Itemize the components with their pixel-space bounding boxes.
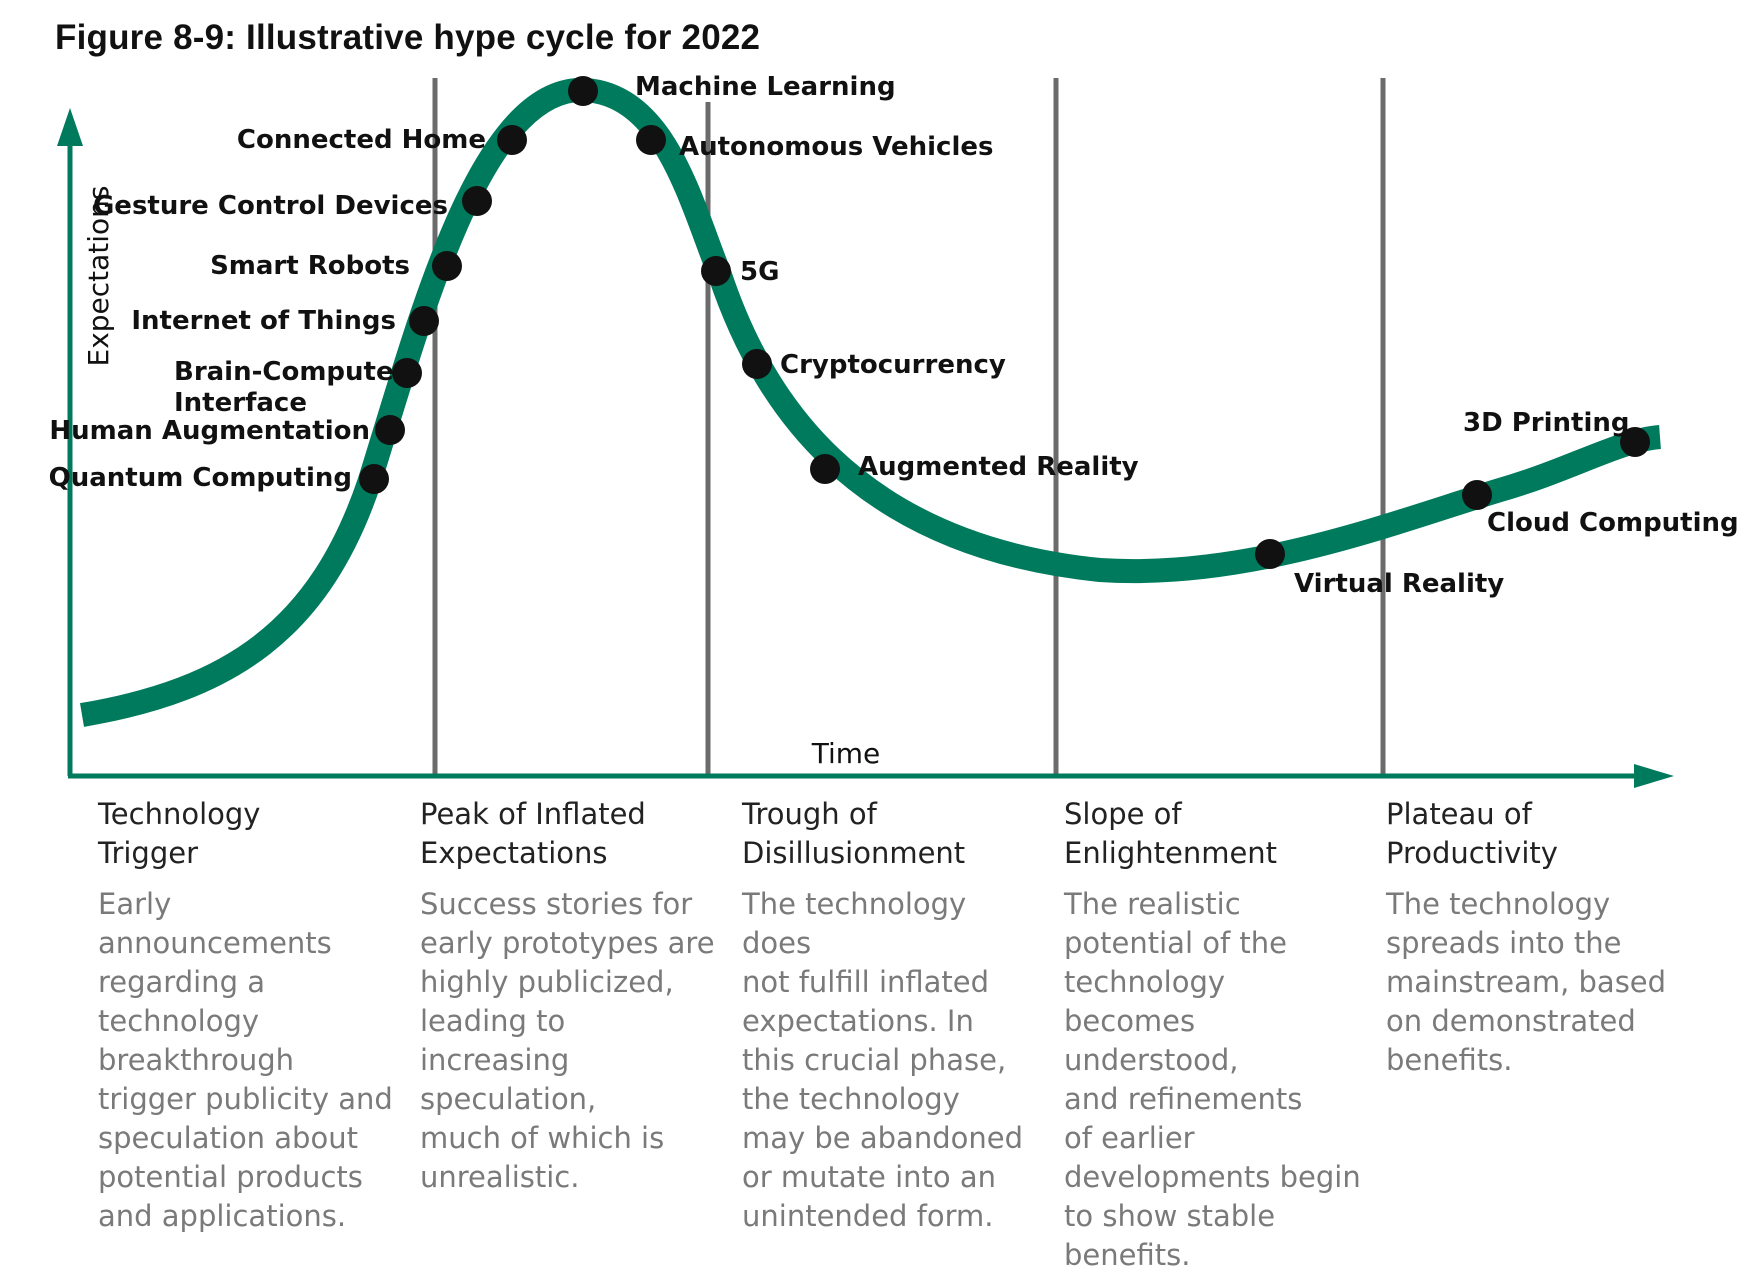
phase-description: Early announcements regarding a technolo…: [98, 887, 393, 1233]
figure-title: Figure 8-9: Illustrative hype cycle for …: [55, 18, 761, 57]
axes: [57, 108, 1674, 788]
tech-dot: [392, 358, 422, 388]
tech-autonomous-vehicles: Autonomous Vehicles: [636, 125, 993, 162]
tech-label: Virtual Reality: [1294, 569, 1504, 599]
tech-3d-printing: 3D Printing: [1463, 408, 1650, 457]
tech-dot: [375, 415, 405, 445]
tech-dot: [636, 125, 666, 155]
tech-dot: [432, 251, 462, 281]
phase-title: Plateau of Productivity: [1386, 797, 1558, 870]
phase-title: Slope of Enlightenment: [1064, 797, 1278, 870]
tech-brain-computer-interface: Brain-Computer Interface: [174, 357, 422, 418]
tech-dot: [701, 256, 731, 286]
tech-label-line: Brain-Computer: [174, 357, 407, 387]
tech-dot: [359, 464, 389, 494]
tech-dot: [497, 125, 527, 155]
tech-label: Gesture Control Devices: [93, 191, 448, 221]
phase-title: Trough of Disillusionment: [742, 797, 966, 870]
tech-dot: [409, 306, 439, 336]
tech-label: Cloud Computing: [1487, 508, 1739, 538]
tech-label-line: Interface: [174, 388, 307, 418]
tech-label: 5G: [740, 257, 779, 287]
tech-dot: [462, 186, 492, 216]
tech-label: 3D Printing: [1463, 408, 1630, 438]
phase-trough-of-disillusionment: Trough of Disillusionment The technology…: [742, 795, 1042, 1236]
tech-cryptocurrency: Cryptocurrency: [742, 349, 1006, 380]
tech-dot: [1620, 427, 1650, 457]
tech-cloud-computing: Cloud Computing: [1462, 480, 1739, 538]
tech-dot: [810, 454, 840, 484]
tech-internet-of-things: Internet of Things: [131, 306, 439, 336]
x-axis-label: Time: [811, 737, 881, 770]
y-axis-arrow-icon: [57, 108, 83, 146]
tech-label: Augmented Reality: [858, 452, 1139, 482]
tech-smart-robots: Smart Robots: [210, 251, 462, 281]
tech-dot: [1255, 539, 1285, 569]
phase-title: Technology Trigger: [98, 797, 261, 870]
phase-description: Success stories for early prototypes are…: [420, 887, 715, 1194]
tech-label: Quantum Computing: [49, 463, 352, 493]
tech-label: Autonomous Vehicles: [679, 132, 993, 162]
tech-dot: [742, 349, 772, 379]
tech-machine-learning: Machine Learning: [568, 72, 896, 106]
tech-augmented-reality: Augmented Reality: [810, 452, 1139, 484]
tech-5g: 5G: [701, 256, 779, 287]
x-axis-arrow-icon: [1634, 764, 1674, 788]
tech-dot: [1462, 480, 1492, 510]
y-axis-label: Expectations: [82, 185, 115, 366]
tech-label: Smart Robots: [210, 251, 410, 281]
phase-description: The realistic potential of the technolog…: [1064, 887, 1361, 1272]
technology-points: Quantum Computing Human Augmentation Bra…: [49, 72, 1739, 599]
phase-description: The technology spreads into the mainstre…: [1386, 887, 1667, 1077]
tech-human-augmentation: Human Augmentation: [49, 415, 405, 446]
phase-peak-of-inflated-expectations: Peak of Inflated Expectations Success st…: [420, 795, 720, 1197]
tech-label: Human Augmentation: [49, 416, 370, 446]
phase-technology-trigger: Technology Trigger Early announcements r…: [98, 795, 398, 1236]
tech-quantum-computing: Quantum Computing: [49, 463, 389, 494]
phase-description: The technology does not fulfill inflated…: [742, 887, 1023, 1233]
phase-title: Peak of Inflated Expectations: [420, 797, 646, 870]
tech-dot: [568, 76, 598, 106]
tech-gesture-control-devices: Gesture Control Devices: [93, 186, 492, 221]
tech-label: Brain-Computer Interface: [174, 357, 407, 418]
tech-label: Cryptocurrency: [780, 350, 1006, 380]
tech-virtual-reality: Virtual Reality: [1255, 539, 1504, 599]
hype-curve: [79, 77, 1662, 727]
phase-plateau-of-productivity: Plateau of Productivity The technology s…: [1386, 795, 1686, 1080]
phase-slope-of-enlightenment: Slope of Enlightenment The realistic pot…: [1064, 795, 1364, 1275]
tech-label: Connected Home: [237, 125, 486, 155]
tech-label: Machine Learning: [635, 72, 896, 102]
phase-dividers: [432, 78, 1386, 776]
tech-label: Internet of Things: [131, 306, 396, 336]
tech-connected-home: Connected Home: [237, 125, 527, 155]
